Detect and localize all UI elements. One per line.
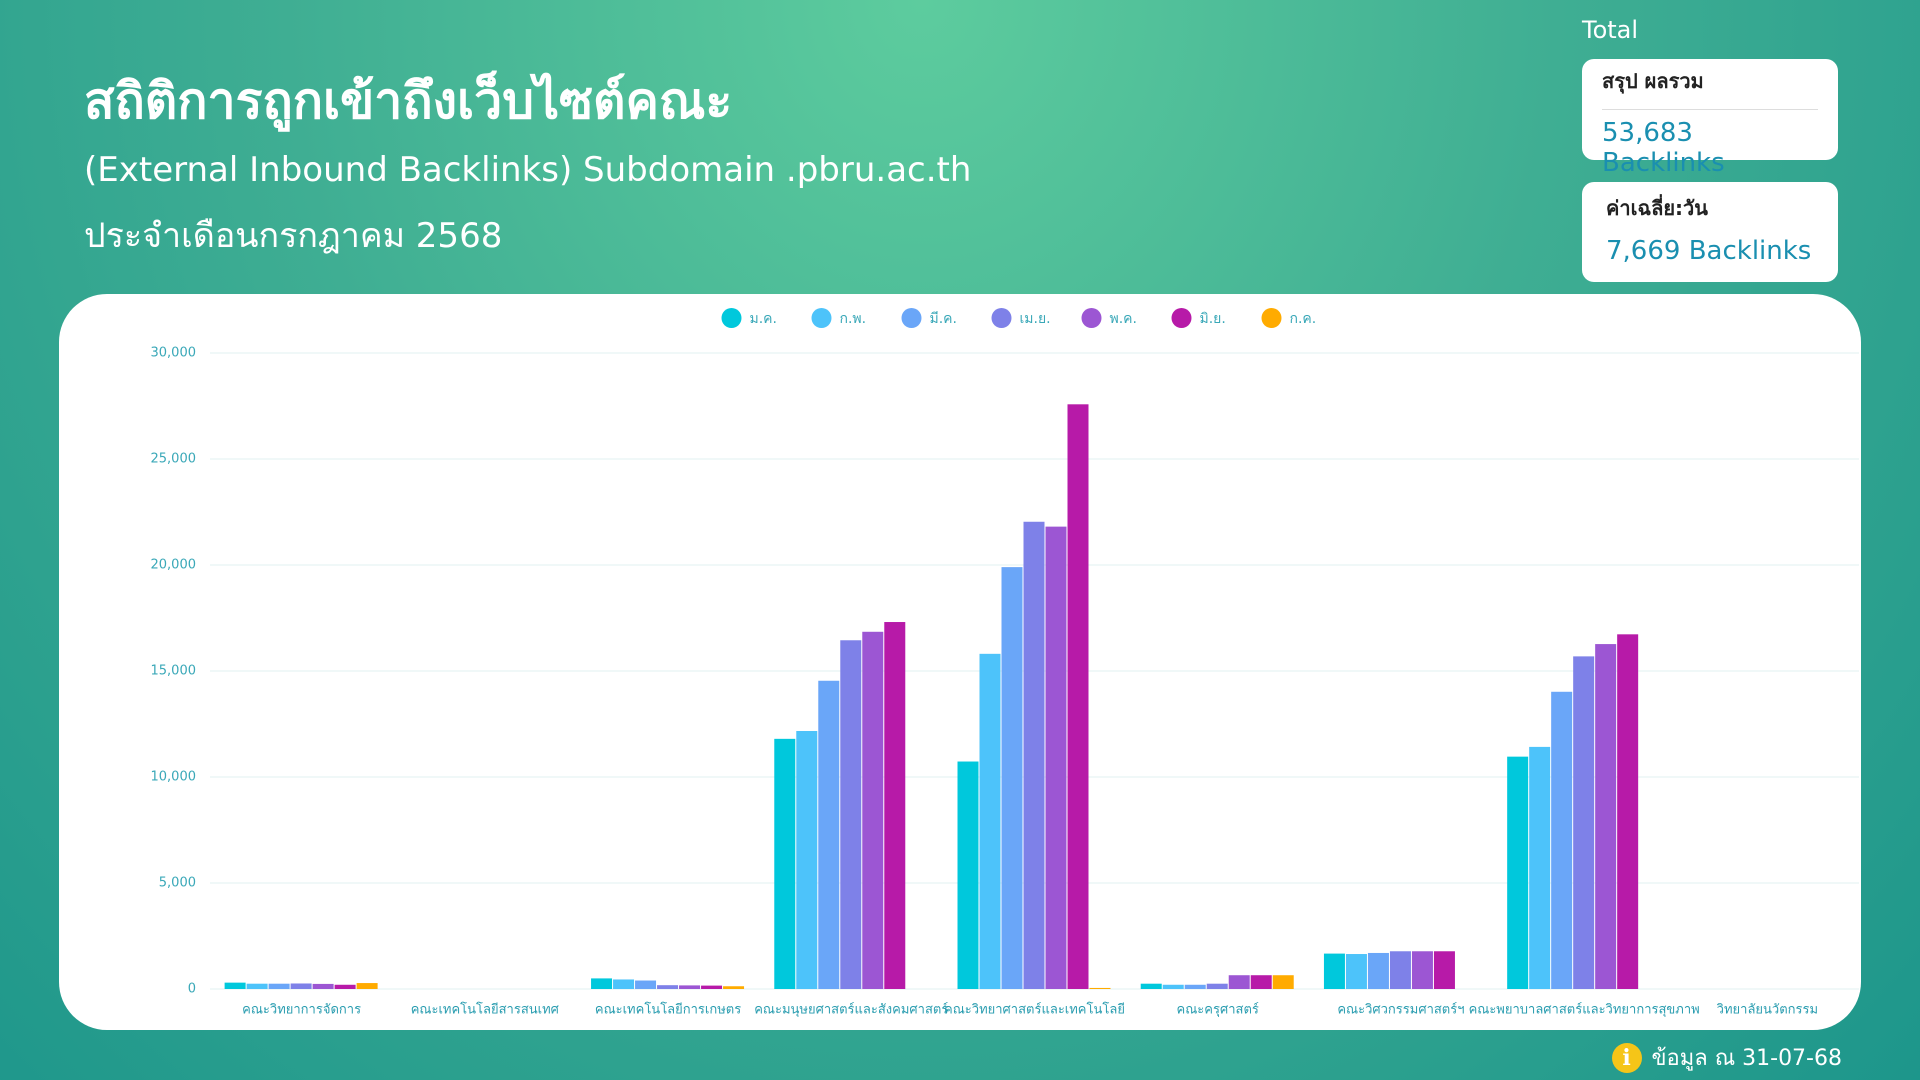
card-title: ค่าเฉลี่ย:วัน [1606,196,1708,220]
bar [657,985,679,989]
x-tick-label: วิทยาลัยนวัตกรรม [1716,1003,1818,1018]
bar [1272,975,1294,989]
y-tick-label: 5,000 [159,876,196,891]
bar [862,631,884,989]
bar [701,985,723,989]
bar [1433,951,1455,989]
bar [1228,975,1250,989]
bar [356,983,378,989]
bar [312,983,334,989]
bar [334,984,356,989]
card-value: 53,683 Backlinks [1602,118,1725,178]
bar [1023,521,1045,989]
bar [1551,691,1573,989]
x-tick-label: คณะเทคโนโลยีการเกษตร [595,1002,741,1018]
period: ประจำเดือนกรกฎาคม 2568 [84,216,503,256]
legend-label: ม.ค. [750,311,778,327]
bar [635,980,657,989]
legend-marker [1081,308,1102,328]
bar [840,640,862,989]
bar [1001,567,1023,989]
x-tick-label: คณะวิศวกรรมศาสตร์ฯ [1337,1002,1464,1018]
x-tick-label: คณะเทคโนโลยีสารสนเทศ [411,1002,560,1018]
legend-marker [811,308,832,328]
total-label: Total [1582,16,1639,44]
bar [679,985,701,989]
legend-label: ก.ค. [1290,311,1317,327]
bar [1206,983,1228,989]
bar [1345,954,1367,989]
bar [1529,746,1551,989]
bar [796,730,818,989]
bar [1573,656,1595,989]
x-tick-label: คณะวิทยาการจัดการ [242,1003,361,1018]
legend-marker [991,308,1012,328]
legend-label: มิ.ย. [1200,311,1226,327]
y-tick-label: 20,000 [151,558,197,573]
bar [1389,951,1411,989]
legend-label: พ.ค. [1110,311,1138,327]
bar [1184,984,1206,989]
y-tick-label: 25,000 [151,452,197,467]
legend-label: เม.ย. [1020,311,1051,327]
bar [1617,634,1639,989]
bar [1067,404,1089,989]
x-tick-label: คณะมนุษยศาสตร์และสังคมศาสตร์ [754,1002,948,1018]
y-tick-label: 10,000 [151,770,197,785]
bar [246,983,268,989]
legend-marker [1171,308,1192,328]
chart: 0 5,000 10,000 15,000 20,000 25,000 30,000 ม.ค.… [151,308,1859,1018]
bar [1323,953,1345,989]
bar [1250,975,1272,989]
card-title: สรุป ผลรวม [1602,59,1818,110]
legend-label: มี.ค. [930,311,958,327]
bar [1411,951,1433,989]
bar [1140,983,1162,989]
x-tick-label: คณะวิทยาศาสตร์และเทคโนโลยี [944,1002,1125,1018]
total-card: สรุป ผลรวม 53,683 Backlinks [1582,59,1838,178]
bar [613,979,635,989]
bar [1089,987,1111,989]
bar [290,983,312,989]
legend-marker [721,308,742,328]
bar [268,983,290,989]
subtitle: (External Inbound Backlinks) Subdomain .… [84,150,972,190]
y-tick-label: 30,000 [151,346,197,361]
y-tick-label: 15,000 [151,664,197,679]
card-value: 7,669 Backlinks [1606,236,1812,266]
bar [723,986,745,989]
y-tick-label: 0 [188,982,196,997]
footer-note: ข้อมูล ณ 31-07-68 [1651,1046,1843,1071]
x-tick-label: คณะพยาบาลศาสตร์และวิทยาการสุขภาพ [1469,1002,1700,1018]
footer: i ข้อมูล ณ 31-07-68 [1611,1040,1843,1075]
bar [1367,952,1389,989]
bar [1045,526,1067,989]
bar [1595,644,1617,989]
legend-label: ก.พ. [840,311,867,327]
legend-marker [901,308,922,328]
bar [774,738,796,989]
info-icon: i [1611,1042,1642,1073]
bar [957,761,979,989]
bar [884,622,906,989]
x-tick-label: คณะครุศาสตร์ [1177,1002,1259,1018]
bar [591,978,613,989]
legend-marker [1261,308,1282,328]
bar [818,680,840,989]
bar [224,982,246,989]
chart-panel: 0 5,000 10,000 15,000 20,000 25,000 30,000 ม.ค.… [59,294,1861,1030]
bar [979,653,1001,989]
bar [1507,756,1529,989]
average-card: ค่าเฉลี่ย:วัน 7,669 Backlinks [1582,182,1838,282]
page-title: สถิติการถูกเข้าถึงเว็บไซต์คณะ [84,72,733,130]
bar [1162,984,1184,989]
